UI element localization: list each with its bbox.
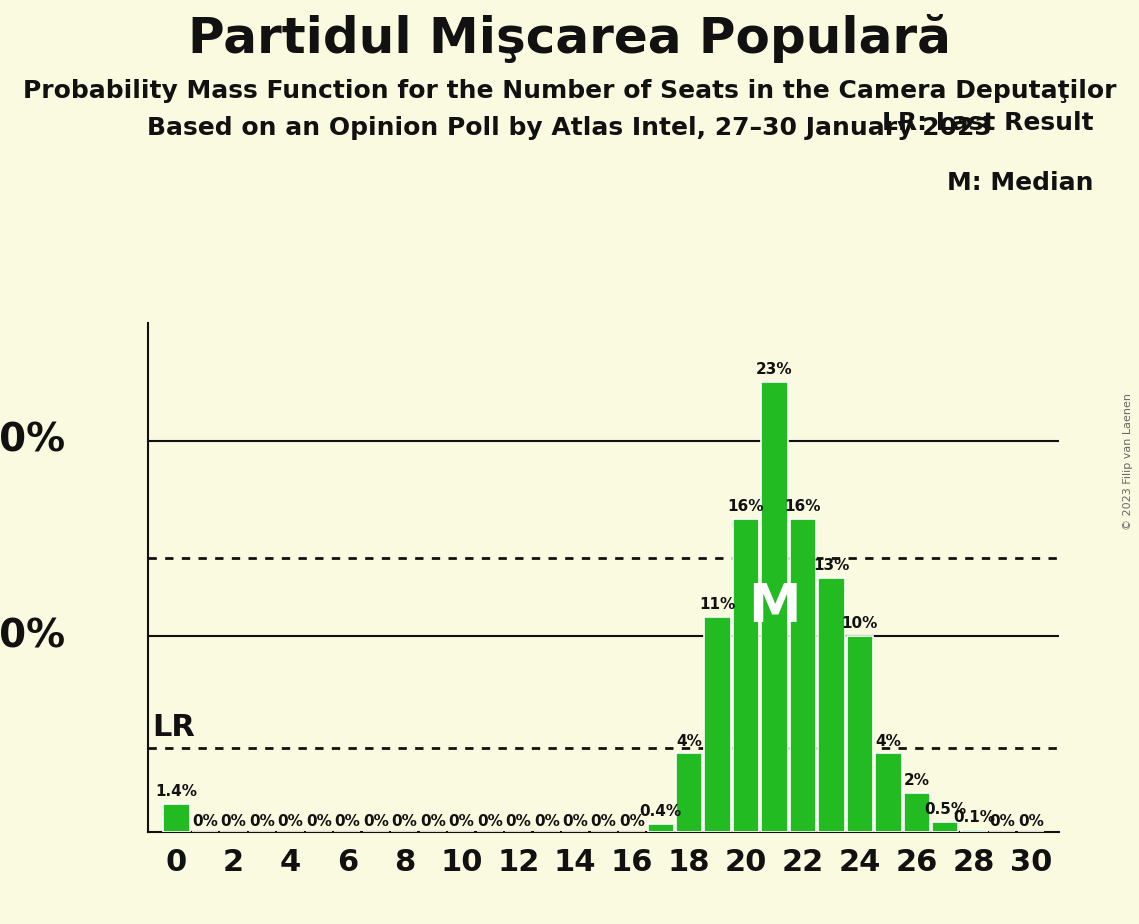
Text: 0%: 0% bbox=[221, 814, 246, 829]
Bar bbox=[704, 616, 731, 832]
Text: 0%: 0% bbox=[620, 814, 645, 829]
Text: Probability Mass Function for the Number of Seats in the Camera Deputaţilor: Probability Mass Function for the Number… bbox=[23, 79, 1116, 103]
Text: 0%: 0% bbox=[392, 814, 417, 829]
Text: 0%: 0% bbox=[335, 814, 360, 829]
Text: 2%: 2% bbox=[904, 772, 929, 787]
Bar bbox=[932, 821, 958, 832]
Text: 0%: 0% bbox=[363, 814, 388, 829]
Bar bbox=[677, 753, 702, 832]
Bar bbox=[164, 804, 189, 832]
Text: 0%: 0% bbox=[306, 814, 331, 829]
Text: 0%: 0% bbox=[192, 814, 218, 829]
Text: 4%: 4% bbox=[677, 734, 702, 748]
Text: LR: Last Result: LR: Last Result bbox=[882, 111, 1093, 135]
Text: 23%: 23% bbox=[756, 362, 793, 377]
Text: 11%: 11% bbox=[699, 597, 736, 612]
Bar bbox=[647, 824, 673, 832]
Text: 4%: 4% bbox=[876, 734, 901, 748]
Text: 0%: 0% bbox=[1018, 814, 1043, 829]
Text: 0%: 0% bbox=[249, 814, 274, 829]
Text: 13%: 13% bbox=[813, 557, 850, 573]
Text: Based on an Opinion Poll by Atlas Intel, 27–30 January 2023: Based on an Opinion Poll by Atlas Intel,… bbox=[147, 116, 992, 140]
Bar bbox=[904, 793, 929, 832]
Text: 0.5%: 0.5% bbox=[925, 802, 966, 817]
Text: 0%: 0% bbox=[506, 814, 531, 829]
Bar bbox=[734, 519, 759, 832]
Text: 0.1%: 0.1% bbox=[953, 809, 994, 825]
Text: 0%: 0% bbox=[449, 814, 474, 829]
Text: 20%: 20% bbox=[0, 421, 66, 459]
Text: 0%: 0% bbox=[534, 814, 559, 829]
Text: 10%: 10% bbox=[0, 617, 66, 655]
Text: 0.4%: 0.4% bbox=[640, 804, 681, 819]
Text: M: M bbox=[748, 581, 801, 633]
Text: 0%: 0% bbox=[420, 814, 445, 829]
Text: 0%: 0% bbox=[477, 814, 502, 829]
Text: LR: LR bbox=[153, 712, 196, 742]
Bar bbox=[875, 753, 902, 832]
Bar bbox=[818, 578, 844, 832]
Text: 0%: 0% bbox=[990, 814, 1015, 829]
Bar bbox=[761, 382, 787, 832]
Text: 0%: 0% bbox=[591, 814, 616, 829]
Bar bbox=[847, 636, 872, 832]
Text: M: Median: M: Median bbox=[947, 171, 1093, 195]
Text: 0%: 0% bbox=[563, 814, 588, 829]
Text: 10%: 10% bbox=[842, 616, 878, 631]
Text: 1.4%: 1.4% bbox=[156, 784, 197, 799]
Text: 0%: 0% bbox=[278, 814, 303, 829]
Text: 16%: 16% bbox=[728, 499, 764, 514]
Text: Partidul Mişcarea Populară: Partidul Mişcarea Populară bbox=[188, 14, 951, 63]
Bar bbox=[961, 830, 986, 832]
Text: © 2023 Filip van Laenen: © 2023 Filip van Laenen bbox=[1123, 394, 1133, 530]
Text: 16%: 16% bbox=[785, 499, 821, 514]
Bar bbox=[790, 519, 816, 832]
